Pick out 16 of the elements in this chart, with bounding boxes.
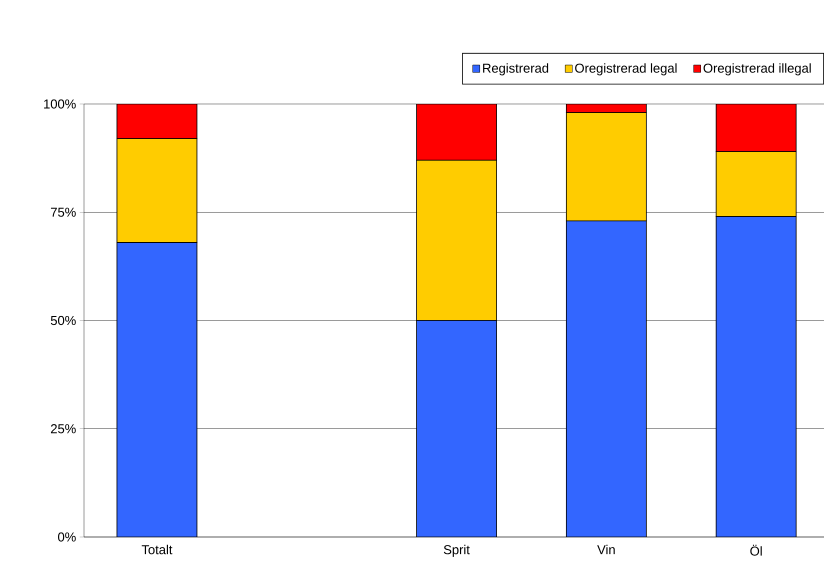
y-tick-label: 50% [50,316,76,326]
bar [716,216,797,537]
legend-label: Registrerad [483,63,548,76]
y-tick-label: 25% [50,424,76,434]
y-tick-label: 75% [50,208,76,217]
x-tick-label: Öl [750,544,762,556]
y-tick-label: 100% [44,99,76,109]
y-tick-label: 0% [58,532,76,542]
x-tick-label: Totalt [142,544,172,554]
bar [116,242,198,537]
bar [416,320,497,537]
legend-label: Oregistrerad legal [575,63,677,76]
x-tick-label: Vin [597,544,615,554]
x-tick-label: Sprit [444,544,470,557]
bar [566,220,647,537]
legend-label: Oregistrerad illegal [704,63,811,76]
